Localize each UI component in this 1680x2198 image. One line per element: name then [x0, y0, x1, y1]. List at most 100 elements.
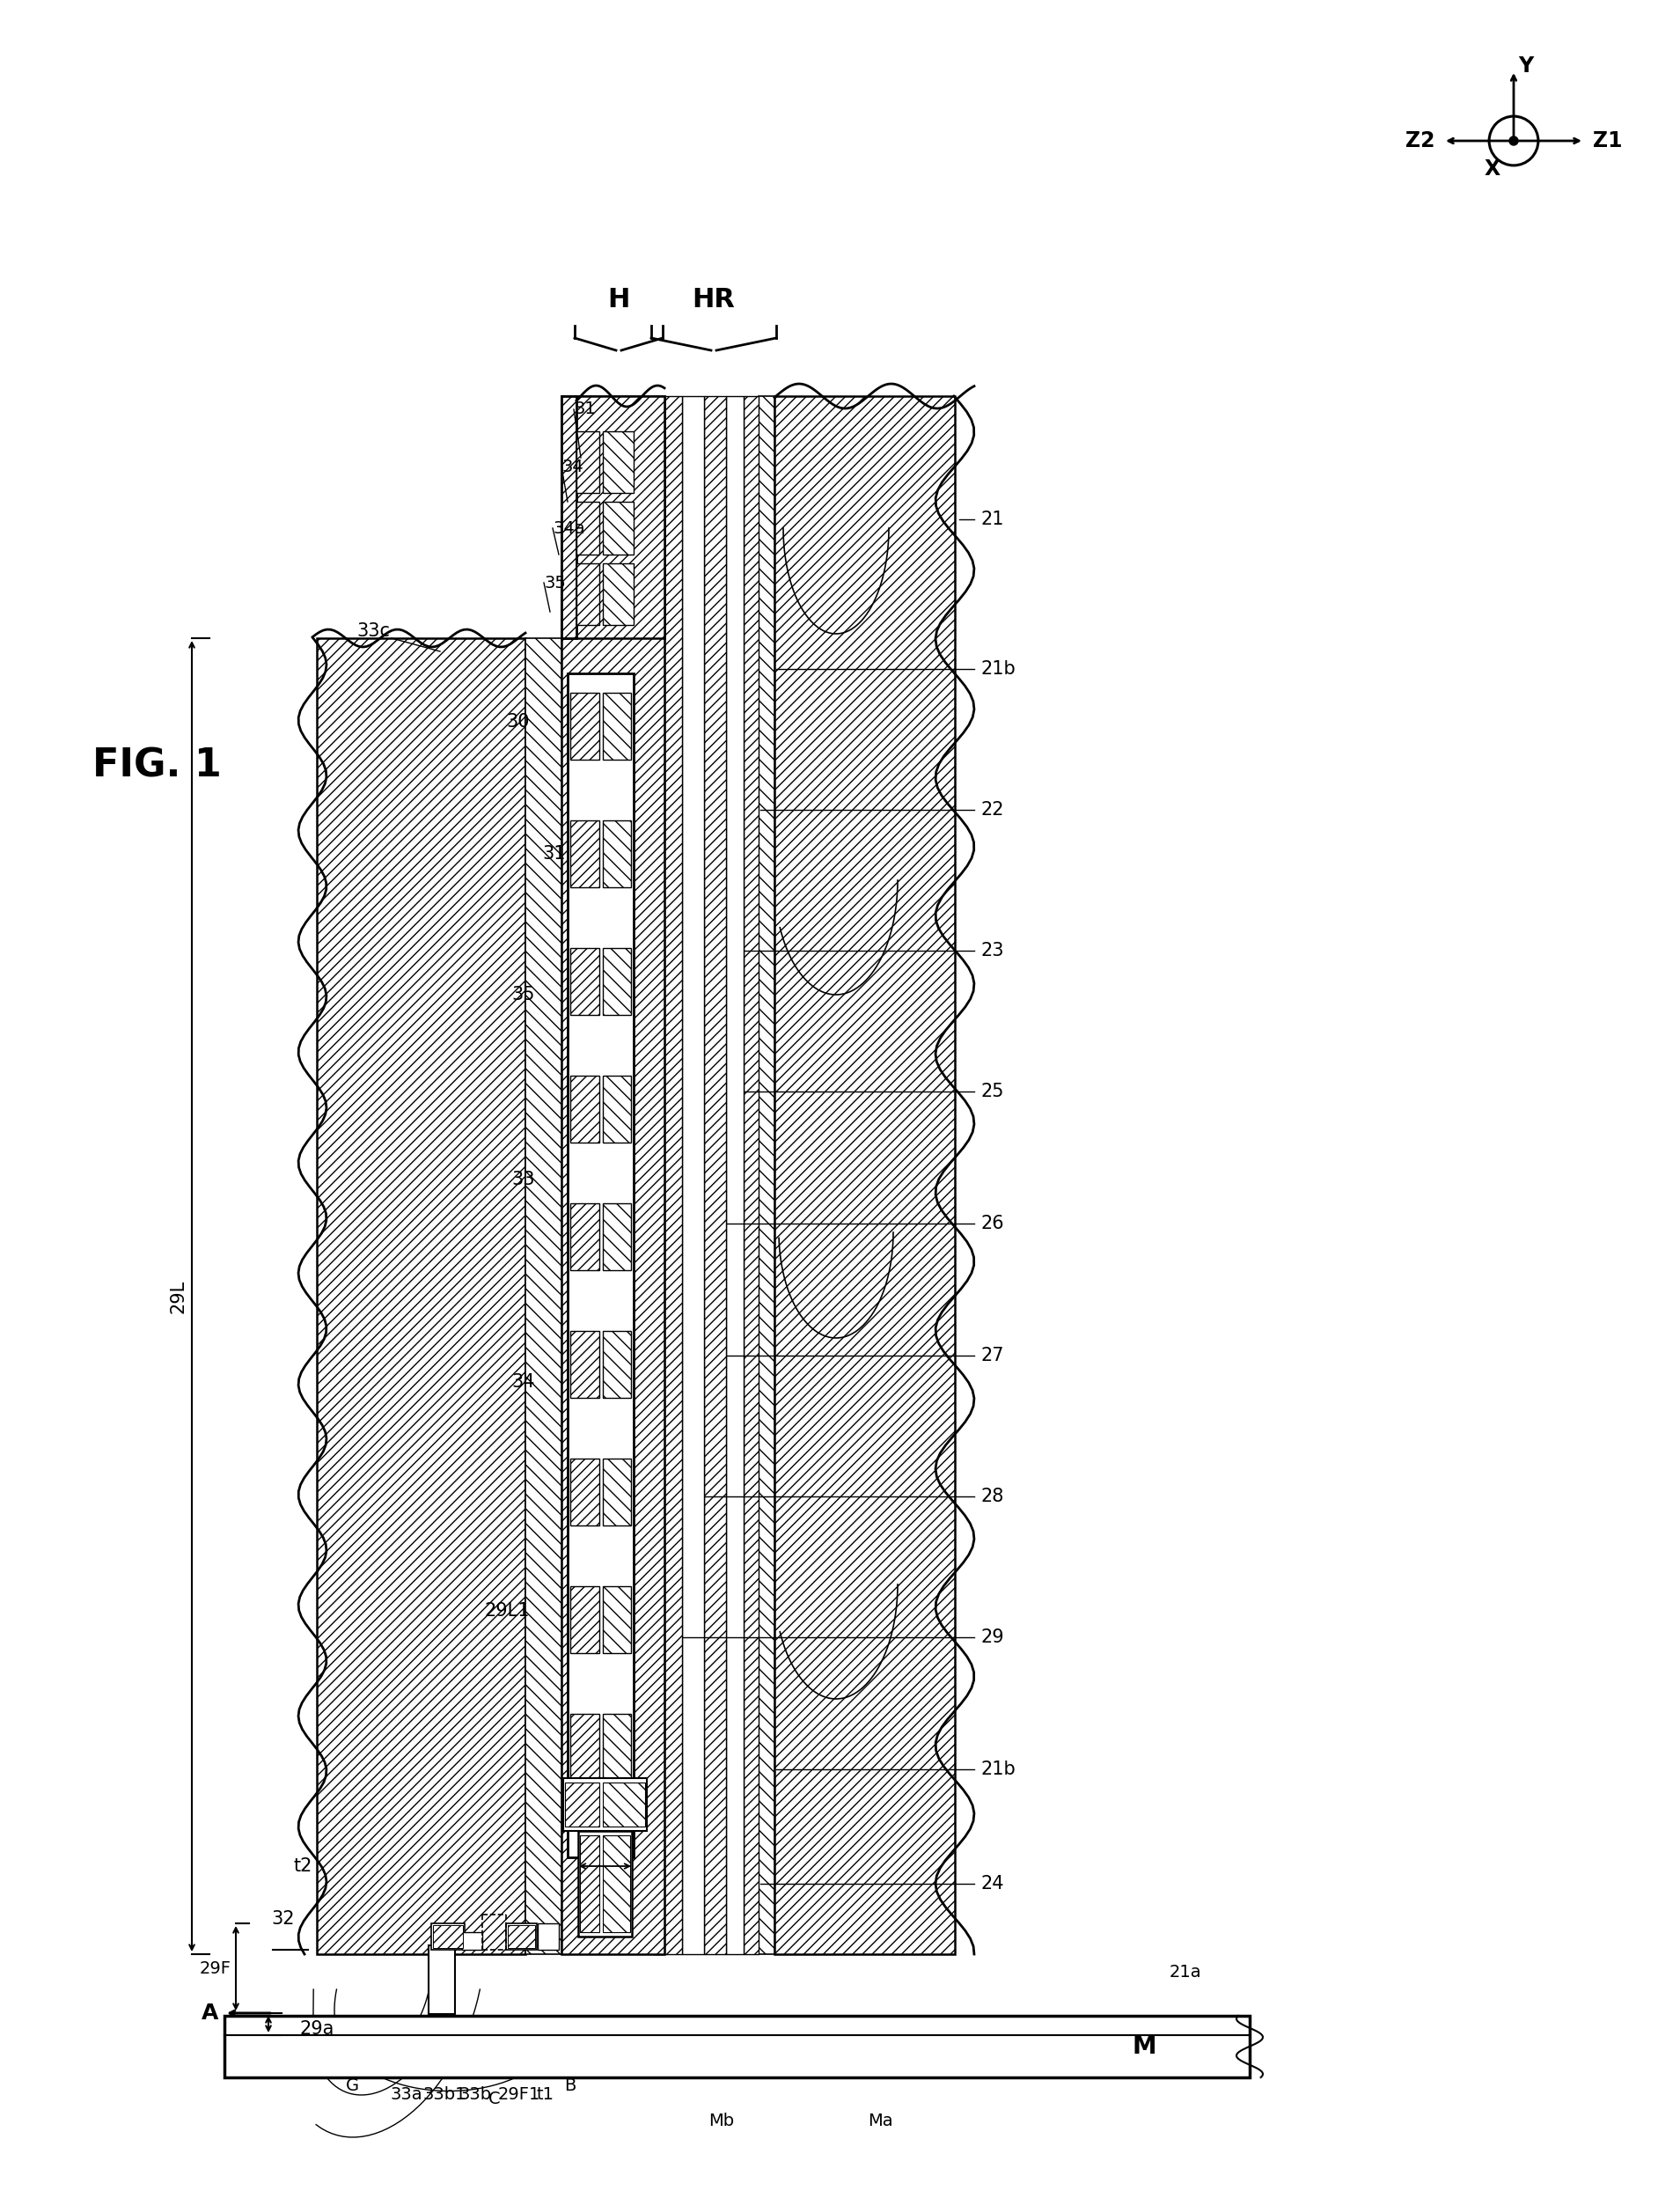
Text: 33b: 33b — [459, 2086, 492, 2103]
Bar — [603, 947, 632, 1015]
Text: X: X — [1485, 158, 1500, 180]
Text: 31: 31 — [543, 844, 566, 862]
Bar — [759, 396, 774, 1954]
Text: H: H — [608, 288, 630, 312]
Bar — [603, 1202, 632, 1270]
Bar — [603, 1459, 632, 1525]
Bar — [561, 396, 664, 1954]
Text: 33b1: 33b1 — [423, 2086, 467, 2103]
Text: C: C — [489, 2090, 501, 2108]
Text: 32: 32 — [272, 1910, 294, 1928]
Bar — [538, 1923, 559, 1950]
Bar — [570, 1075, 598, 1143]
Bar — [580, 1835, 598, 1932]
Bar — [507, 1925, 534, 1947]
Bar — [563, 1778, 647, 1831]
Bar — [570, 1587, 598, 1653]
Bar — [682, 396, 704, 1954]
Bar — [576, 501, 598, 554]
Bar — [564, 1783, 598, 1827]
Text: 21a: 21a — [1169, 1963, 1201, 1980]
Bar — [603, 1714, 632, 1780]
Text: Y: Y — [1519, 55, 1534, 77]
Text: Z2: Z2 — [1404, 130, 1435, 152]
Bar — [578, 1831, 632, 1936]
Text: 24: 24 — [981, 1875, 1005, 1892]
Text: 34: 34 — [512, 1374, 534, 1391]
Bar — [603, 1835, 630, 1932]
Bar — [576, 431, 598, 492]
Bar — [774, 396, 954, 1954]
Text: Mb: Mb — [709, 2112, 734, 2130]
Bar — [506, 1923, 538, 1950]
Bar — [432, 1923, 465, 1950]
Bar — [312, 637, 954, 1954]
Text: 21b: 21b — [981, 1761, 1016, 1778]
Bar — [225, 2016, 1250, 2077]
Bar — [462, 1932, 482, 1950]
Bar — [603, 431, 633, 492]
Text: 30: 30 — [506, 712, 529, 730]
Bar — [603, 1075, 632, 1143]
Text: Ma: Ma — [867, 2112, 892, 2130]
Bar — [603, 1783, 645, 1827]
Text: 27: 27 — [981, 1347, 1005, 1365]
Text: 29a: 29a — [299, 2020, 334, 2038]
Text: HR: HR — [692, 288, 736, 312]
Text: 29F: 29F — [200, 1961, 232, 1976]
Bar — [704, 396, 726, 1954]
Bar — [568, 673, 633, 1857]
Bar — [603, 820, 632, 888]
Text: 26: 26 — [981, 1215, 1005, 1233]
Text: 34a: 34a — [553, 519, 585, 536]
Text: t2: t2 — [294, 1857, 312, 1875]
Text: 29L1: 29L1 — [484, 1602, 529, 1620]
Text: t1: t1 — [538, 2086, 554, 2103]
Bar — [570, 1202, 598, 1270]
Bar — [561, 396, 664, 637]
Bar — [603, 501, 633, 554]
Text: Z1: Z1 — [1593, 130, 1623, 152]
Text: 29L: 29L — [170, 1279, 188, 1312]
Circle shape — [1509, 136, 1519, 145]
Text: 31: 31 — [575, 400, 596, 418]
Bar — [570, 820, 598, 888]
Bar — [726, 396, 744, 1954]
Text: 33a: 33a — [390, 2086, 423, 2103]
Bar — [570, 1459, 598, 1525]
Text: FIG. 1: FIG. 1 — [92, 747, 222, 785]
Bar — [318, 637, 526, 1954]
Bar — [526, 637, 561, 1954]
Text: 33: 33 — [512, 1172, 534, 1189]
Text: 21: 21 — [981, 510, 1005, 528]
Text: 29: 29 — [981, 1629, 1005, 1646]
Text: H1a: H1a — [230, 2016, 264, 2033]
Text: G: G — [346, 2077, 358, 2095]
Text: 22: 22 — [981, 800, 1005, 818]
Bar — [570, 1714, 598, 1780]
Bar — [428, 1945, 455, 2013]
Text: 21b: 21b — [981, 659, 1016, 677]
Bar — [570, 1332, 598, 1398]
Text: 29F1: 29F1 — [497, 2086, 541, 2103]
Bar — [433, 1925, 464, 1947]
Bar — [576, 563, 598, 624]
Text: 23: 23 — [981, 943, 1005, 961]
Text: 33c: 33c — [356, 622, 390, 640]
Text: A: A — [202, 2002, 218, 2024]
Bar — [603, 692, 632, 761]
Bar — [603, 1587, 632, 1653]
Bar — [570, 947, 598, 1015]
Bar — [603, 563, 633, 624]
Bar — [654, 396, 664, 1954]
Text: 35: 35 — [544, 574, 566, 591]
Bar — [744, 396, 759, 1954]
Text: 25: 25 — [981, 1084, 1005, 1101]
Text: 28: 28 — [981, 1488, 1005, 1506]
Bar — [654, 396, 682, 1954]
Text: B: B — [564, 2077, 576, 2095]
Bar — [570, 692, 598, 761]
Text: 35: 35 — [512, 987, 534, 1004]
Text: 34: 34 — [561, 457, 583, 475]
Bar — [603, 1332, 632, 1398]
